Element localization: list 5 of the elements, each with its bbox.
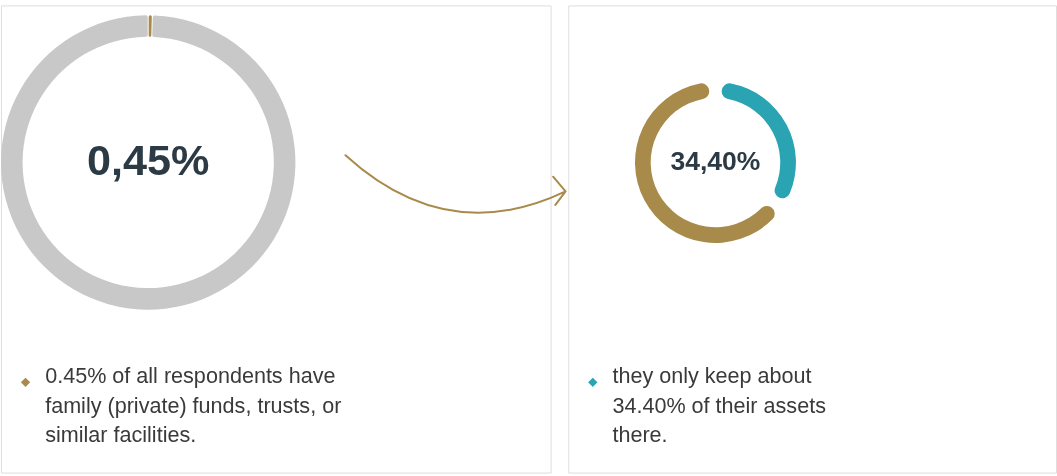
- text: 34,40%: [670, 146, 761, 177]
- text: 0.45% of all respondents have family (private) funds, trusts, or similar facilities.: [45, 363, 342, 448]
- donut-slice: [148, 15, 152, 37]
- text: they only keep about 34.40% of their assets there.: [612, 363, 827, 448]
- text: 0,45%: [86, 136, 210, 185]
